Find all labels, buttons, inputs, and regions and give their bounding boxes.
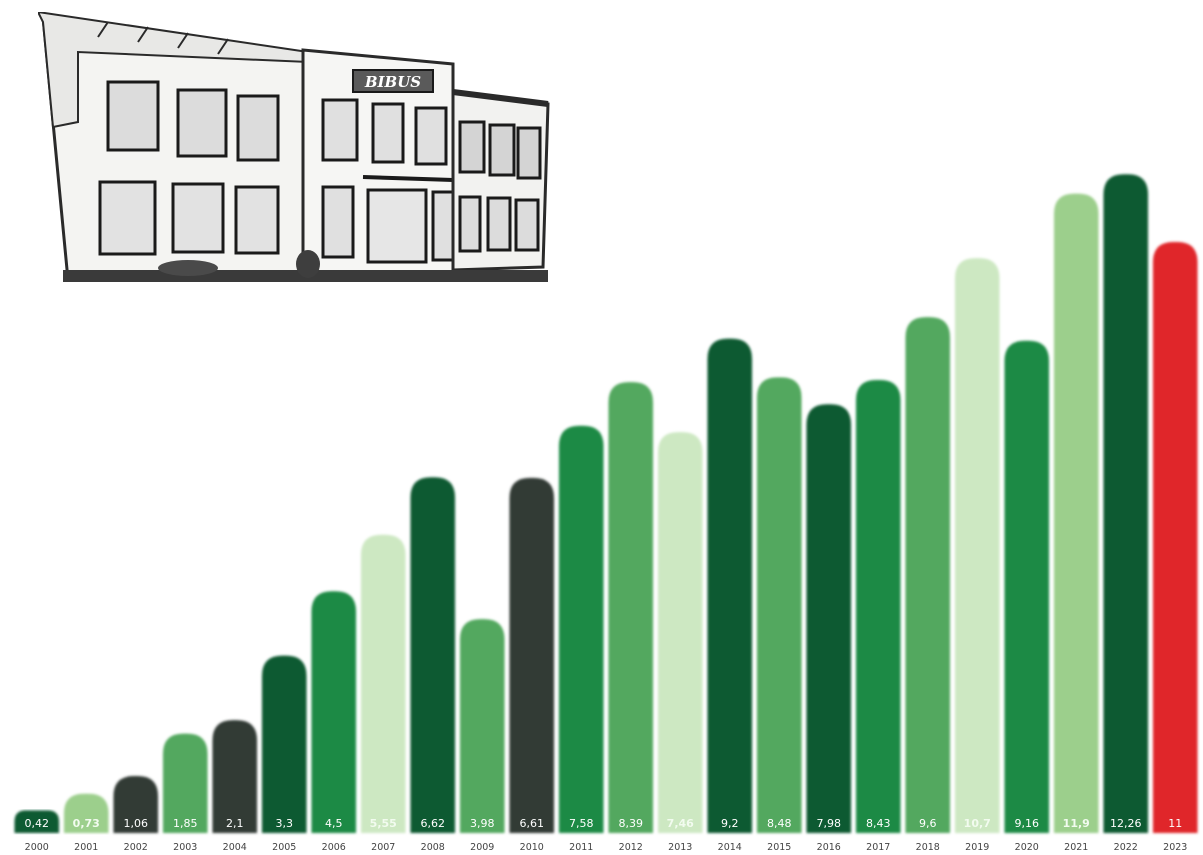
data-label-2004: 2,1 — [226, 817, 244, 830]
data-label-2022: 12,26 — [1110, 817, 1142, 830]
x-tick-2014: 2014 — [718, 842, 742, 853]
bar-2015 — [756, 377, 802, 833]
bar-2009 — [459, 619, 505, 833]
data-label-2001: 0,73 — [73, 817, 100, 830]
bar-2021 — [1053, 193, 1099, 834]
bar-2006 — [311, 591, 357, 833]
data-label-2015: 8,48 — [767, 817, 792, 830]
x-tick-2019: 2019 — [965, 842, 989, 853]
x-tick-2022: 2022 — [1114, 842, 1138, 853]
data-label-2000: 0,42 — [25, 817, 50, 830]
bar-2019 — [954, 258, 1000, 834]
x-tick-2003: 2003 — [173, 842, 197, 853]
bar-2007 — [360, 534, 406, 833]
data-labels-layer: 0,42 0,73 1,06 1,85 2,1 3,3 4,5 5,55 6,62 3,98 6,6… — [25, 817, 1183, 830]
data-label-2006: 4,5 — [325, 817, 343, 830]
x-tick-2008: 2008 — [421, 842, 445, 853]
bar-2001 — [63, 793, 109, 833]
x-tick-2000: 2000 — [25, 842, 49, 853]
data-label-2003: 1,85 — [173, 817, 198, 830]
x-tick-2020: 2020 — [1015, 842, 1039, 853]
data-label-2012: 8,39 — [619, 817, 644, 830]
data-label-2021: 11,9 — [1063, 817, 1090, 830]
bar-2023 — [1152, 241, 1198, 833]
bar-2008 — [410, 477, 456, 833]
company-building-illustration: BIBUS — [38, 12, 550, 282]
bars-layer — [14, 174, 1198, 834]
x-tick-2007: 2007 — [371, 842, 395, 853]
bar-2017 — [855, 380, 901, 833]
data-label-2018: 9,6 — [919, 817, 937, 830]
x-tick-2010: 2010 — [520, 842, 544, 853]
bar-2010 — [509, 477, 555, 833]
bar-2011 — [558, 425, 604, 833]
data-label-2008: 6,62 — [421, 817, 446, 830]
bar-2004 — [212, 720, 258, 833]
bar-2018 — [905, 317, 951, 833]
bar-2014 — [707, 338, 753, 833]
x-tick-2006: 2006 — [322, 842, 346, 853]
x-tick-2001: 2001 — [74, 842, 98, 853]
x-tick-2013: 2013 — [668, 842, 692, 853]
x-tick-2016: 2016 — [817, 842, 841, 853]
data-label-2014: 9,2 — [721, 817, 739, 830]
x-tick-2018: 2018 — [916, 842, 940, 853]
x-axis-ticks: 2000 2001 2002 2003 2004 2005 2006 2007 2008 2009… — [25, 842, 1188, 853]
x-tick-2017: 2017 — [866, 842, 890, 853]
data-label-2009: 3,98 — [470, 817, 495, 830]
bar-2005 — [261, 655, 307, 833]
data-label-2023: 11 — [1168, 817, 1182, 830]
x-tick-2011: 2011 — [569, 842, 593, 853]
data-label-2005: 3,3 — [276, 817, 294, 830]
data-label-2013: 7,46 — [667, 817, 694, 830]
data-label-2020: 9,16 — [1015, 817, 1040, 830]
data-label-2016: 7,98 — [817, 817, 842, 830]
x-tick-2009: 2009 — [470, 842, 494, 853]
bar-2000 — [14, 810, 60, 833]
data-label-2019: 10,7 — [964, 817, 991, 830]
bar-2002 — [113, 776, 159, 833]
x-tick-2023: 2023 — [1163, 842, 1187, 853]
bar-2016 — [806, 404, 852, 833]
building-logo: BIBUS — [364, 73, 421, 91]
data-label-2002: 1,06 — [124, 817, 149, 830]
data-label-2017: 8,43 — [866, 817, 891, 830]
bar-2020 — [1004, 340, 1050, 833]
data-label-2007: 5,55 — [370, 817, 397, 830]
x-tick-2005: 2005 — [272, 842, 296, 853]
data-label-2011: 7,58 — [569, 817, 594, 830]
x-tick-2021: 2021 — [1064, 842, 1088, 853]
bar-2013 — [657, 432, 703, 833]
bar-2022 — [1103, 174, 1149, 833]
x-tick-2002: 2002 — [124, 842, 148, 853]
x-tick-2004: 2004 — [223, 842, 247, 853]
bar-2003 — [162, 733, 208, 833]
x-tick-2015: 2015 — [767, 842, 791, 853]
data-label-2010: 6,61 — [520, 817, 545, 830]
x-tick-2012: 2012 — [619, 842, 643, 853]
bar-2012 — [608, 382, 654, 833]
